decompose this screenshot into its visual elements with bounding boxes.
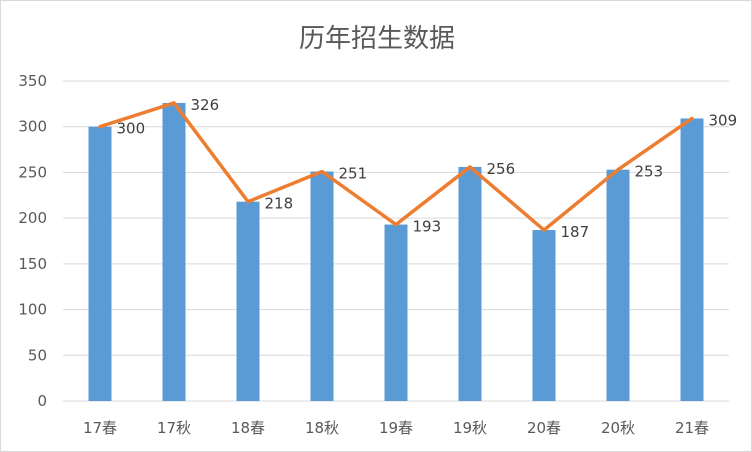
y-tick-label: 200: [18, 209, 47, 227]
line-point: [617, 169, 619, 171]
chart-title: 历年招生数据: [299, 24, 455, 54]
x-tick-label: 20春: [527, 419, 561, 437]
line-point: [543, 229, 545, 231]
y-axis-ticks: 0 50 100 150 200 250 300 350: [18, 72, 47, 410]
data-labels: 300 326 218 251 193 256 187 253 309: [117, 96, 738, 241]
data-label: 309: [709, 111, 738, 129]
y-tick-label: 50: [28, 346, 47, 364]
line-point: [173, 102, 175, 104]
data-label: 300: [117, 120, 146, 138]
bar-series: [88, 102, 704, 401]
bar: [88, 126, 112, 401]
data-label: 326: [191, 96, 220, 114]
x-tick-label: 20秋: [601, 419, 635, 437]
line-point: [395, 224, 397, 226]
x-tick-label: 18秋: [305, 419, 339, 437]
line-point: [691, 117, 693, 119]
line-series: [98, 101, 694, 232]
x-tick-label: 17春: [83, 419, 117, 437]
x-axis-ticks: 17春 17秋 18春 18秋 19春 19秋 20春 20秋 21春: [83, 419, 709, 437]
bar: [606, 169, 630, 401]
bar: [532, 230, 556, 401]
y-tick-label: 100: [18, 301, 47, 319]
bar: [680, 118, 704, 401]
data-label: 256: [487, 160, 516, 178]
data-label: 218: [265, 195, 294, 213]
data-label: 251: [339, 165, 368, 183]
line-point: [321, 171, 323, 173]
line-series-path: [98, 101, 694, 232]
data-label: 193: [413, 218, 442, 236]
x-tick-label: 18春: [231, 419, 265, 437]
bar: [310, 171, 334, 401]
y-tick-label: 250: [18, 163, 47, 181]
data-label: 187: [561, 223, 590, 241]
x-tick-label: 19秋: [453, 419, 487, 437]
data-label: 253: [635, 163, 664, 181]
line-point: [247, 201, 249, 203]
y-tick-label: 0: [37, 392, 47, 410]
x-tick-label: 21春: [675, 419, 709, 437]
x-tick-label: 17秋: [157, 419, 191, 437]
y-tick-label: 300: [18, 118, 47, 136]
bar: [458, 166, 482, 401]
line-point: [99, 126, 101, 128]
bar: [162, 102, 186, 401]
x-tick-label: 19春: [379, 419, 413, 437]
bar: [384, 224, 408, 401]
y-tick-label: 150: [18, 255, 47, 273]
bar: [236, 201, 260, 401]
line-point: [469, 166, 471, 168]
y-tick-label: 350: [18, 72, 47, 90]
